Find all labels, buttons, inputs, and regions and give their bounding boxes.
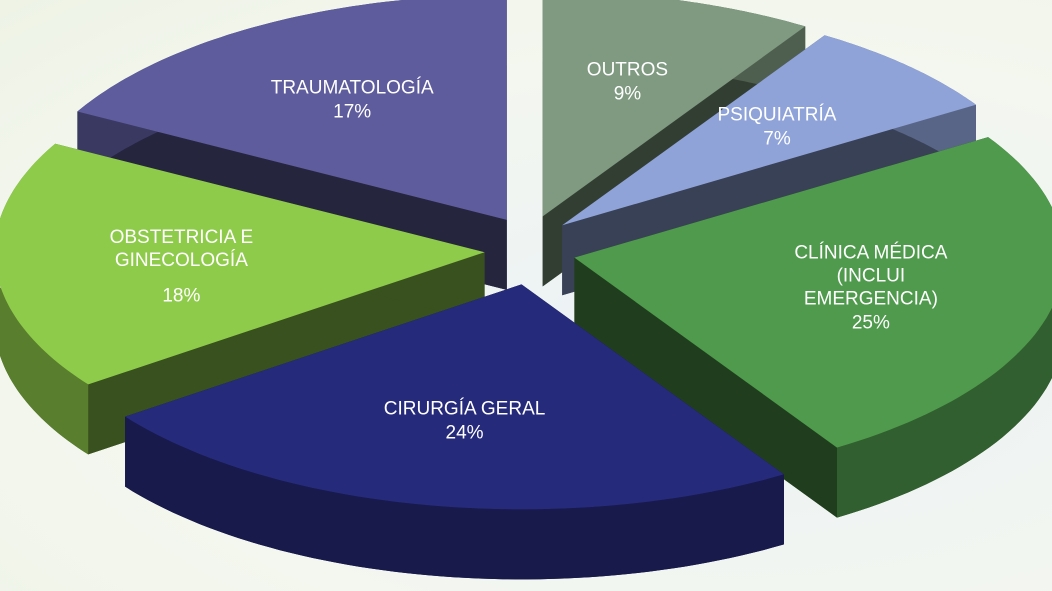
slice-top bbox=[0, 143, 485, 385]
slice-outer-wall bbox=[125, 416, 785, 580]
slice-value-label: 7% bbox=[763, 128, 791, 150]
slice-value-label: 25% bbox=[851, 312, 890, 334]
slice-side bbox=[574, 257, 837, 518]
slice-value-label: 24% bbox=[445, 422, 484, 444]
slice-value-label: 9% bbox=[613, 83, 642, 105]
pie-slice bbox=[574, 137, 1052, 518]
pie-slice bbox=[125, 284, 785, 580]
slice-top bbox=[542, 0, 806, 217]
slice-label: PSIQUIATRÍA bbox=[717, 104, 837, 126]
slice-top bbox=[77, 0, 507, 220]
slice-value-label: 17% bbox=[333, 101, 372, 123]
slice-outer-wall bbox=[837, 137, 1052, 518]
slice-label: CLÍNICA MÉDICA (INCLUI EMERGENCIA) bbox=[794, 242, 948, 310]
slice-top bbox=[574, 137, 1052, 448]
pie-slice bbox=[0, 143, 485, 455]
slice-top bbox=[562, 35, 976, 226]
slice-label: OBSTETRICIA E GINECOLOGÍA bbox=[109, 226, 254, 271]
slice-top bbox=[125, 284, 785, 510]
slice-label: CIRURGÍA GERAL bbox=[383, 398, 546, 420]
slice-value-label: 18% bbox=[162, 285, 201, 307]
slice-label: TRAUMATOLOGÍA bbox=[270, 77, 434, 99]
slice-label: OUTROS bbox=[586, 59, 669, 81]
